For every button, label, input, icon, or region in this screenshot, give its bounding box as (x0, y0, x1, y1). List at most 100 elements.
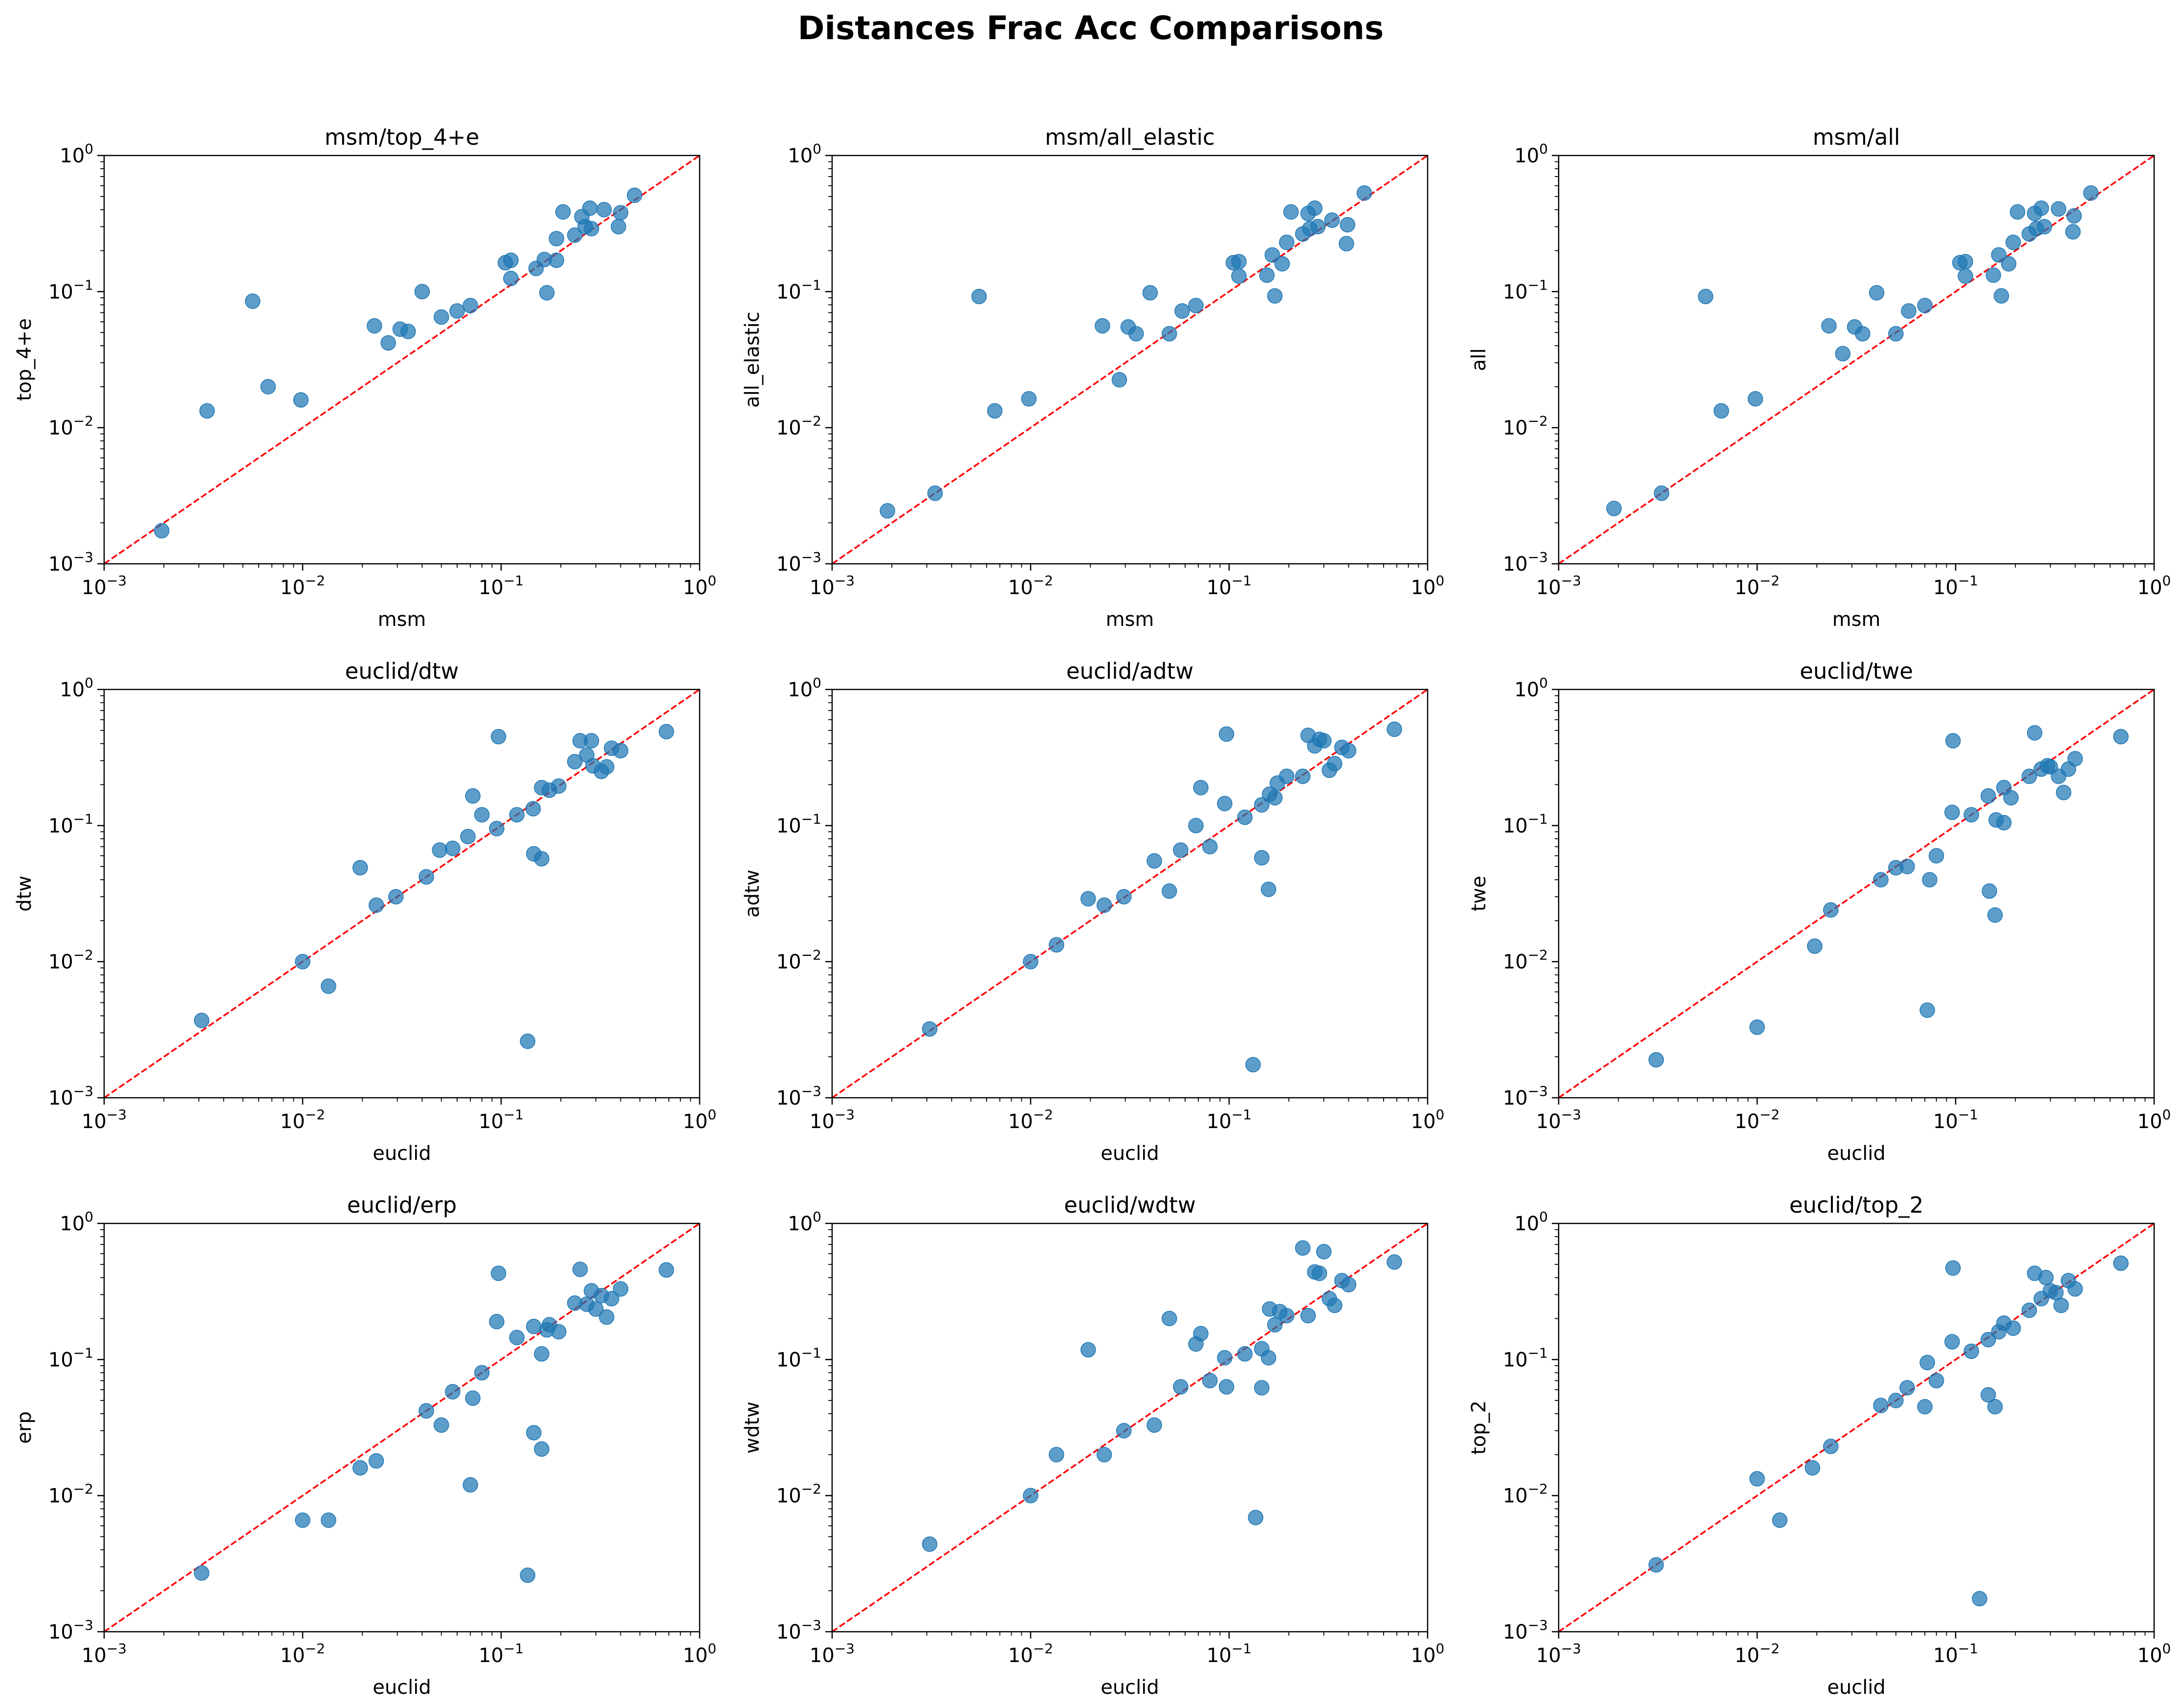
scatter-point (1316, 733, 1332, 749)
scatter-point (463, 1477, 478, 1493)
scatter-point (1231, 254, 1247, 269)
y-axis-label: erp (13, 1411, 36, 1443)
scatter-point (525, 801, 541, 817)
diagonal-reference-line (104, 689, 700, 1098)
y-tick-label: 100 (788, 675, 821, 701)
scatter-point (1202, 839, 1218, 855)
scatter-point (659, 724, 674, 739)
scatter-point (509, 807, 525, 823)
plot-area (1559, 689, 2154, 1098)
diagonal-reference-line (1559, 689, 2154, 1098)
y-axis-label: twe (1468, 876, 1490, 911)
scatter-point (449, 303, 465, 319)
scatter-point (611, 219, 626, 235)
scatter-point (2056, 784, 2072, 800)
scatter-point (1193, 1326, 1209, 1342)
scatter-point (293, 392, 309, 408)
scatter-point (1713, 403, 1729, 419)
x-axis-label: msm (378, 608, 426, 631)
x-tick-label: 10−1 (1933, 1641, 1978, 1667)
scatter-point (1980, 1387, 1996, 1403)
scatter-point (1982, 883, 1997, 899)
subplot-title: euclid/wdtw (1064, 1192, 1196, 1218)
scatter-point (567, 754, 583, 770)
scatter-point (400, 323, 416, 339)
scatter-point (1023, 954, 1038, 970)
scatter-point (1996, 815, 2012, 831)
scatter-point (490, 729, 507, 745)
scatter-point (1835, 346, 1851, 361)
scatter-point (321, 1512, 336, 1528)
scatter-point (2003, 790, 2019, 806)
scatter-point (1340, 217, 1355, 233)
scatter-point (380, 335, 396, 351)
scatter-point (1260, 881, 1277, 897)
y-axis-label: dtw (13, 876, 36, 912)
x-tick-label: 10−1 (479, 1641, 524, 1667)
scatter-points (880, 185, 1372, 519)
x-tick-label: 10−2 (1735, 1107, 1780, 1133)
scatter-point (445, 1384, 461, 1399)
scatter-point (582, 200, 598, 216)
x-tick-label: 10−2 (1008, 573, 1053, 599)
scatter-point (1217, 1350, 1233, 1366)
scatter-point (1606, 501, 1622, 516)
axes-frame (103, 1222, 701, 1633)
scatter-point (596, 202, 612, 218)
scatter-point (1873, 872, 1889, 887)
x-axis-label: euclid (373, 1676, 431, 1699)
scatter-point (1945, 733, 1961, 749)
scatter-point (474, 1365, 490, 1381)
subplot-title: msm/all (1813, 124, 1900, 150)
scatter-point (1188, 818, 1204, 834)
scatter-point (1327, 755, 1343, 772)
scatter-point (627, 187, 642, 203)
scatter-point (419, 1403, 434, 1419)
scatter-point (1823, 902, 1839, 918)
scatter-point (295, 1512, 310, 1528)
scatter-point (1023, 1487, 1038, 1504)
scatter-point (1111, 372, 1127, 388)
axis-ticks (825, 1222, 1429, 1639)
y-axis-label: adtw (741, 869, 764, 917)
scatter-point (245, 293, 261, 309)
scatter-point (520, 1033, 535, 1049)
axis-ticks (825, 155, 1429, 571)
scatter-point (2006, 234, 2021, 250)
scatter-point (460, 829, 476, 844)
scatter-point (388, 889, 404, 905)
axes-frame (831, 1222, 1429, 1633)
scatter-point (368, 1453, 384, 1469)
scatter-point (194, 1013, 210, 1028)
scatter-point (1307, 200, 1322, 216)
scatter-point (1142, 285, 1158, 301)
y-tick-label: 10−1 (1503, 811, 1548, 837)
scatter-point (1869, 285, 1885, 301)
x-axis-label: euclid (1827, 1142, 1886, 1165)
scatter-point (503, 270, 519, 287)
scatter-point (2053, 1297, 2069, 1313)
axis-ticks (1552, 155, 2155, 571)
scatter-point (1888, 1393, 1904, 1408)
scatter-points (922, 1240, 1402, 1552)
y-axis-label: top_4+e (13, 318, 36, 401)
x-tick-label: 10−2 (280, 1107, 325, 1133)
scatter-point (1146, 1417, 1162, 1433)
scatter-point (1274, 256, 1290, 272)
scatter-point (260, 379, 276, 395)
scatter-point (1987, 1399, 2003, 1415)
scatter-point (1267, 288, 1283, 304)
scatter-point (534, 1441, 550, 1457)
scatter-point (1267, 790, 1283, 806)
scatter-point (987, 403, 1003, 419)
scatter-point (1945, 1260, 1961, 1276)
scatter-point (520, 1567, 535, 1583)
scatter-point (1173, 1379, 1189, 1395)
scatter-point (1279, 1308, 1295, 1324)
scatter-point (434, 1417, 449, 1433)
scatter-point (1928, 1373, 1944, 1389)
scatter-point (1259, 267, 1275, 283)
scatter-point (2021, 1302, 2037, 1318)
